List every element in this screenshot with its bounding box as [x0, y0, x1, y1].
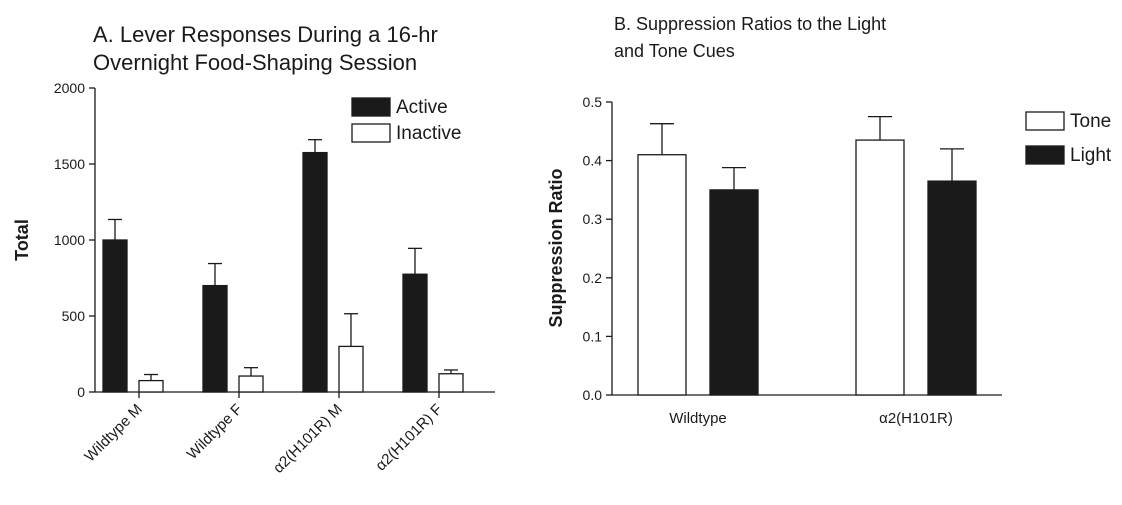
chart-a-title-line: A. Lever Responses During a 16-hr: [93, 22, 438, 47]
chart-a-y-tick-label: 0: [77, 384, 85, 400]
chart-a-bar: [438, 373, 464, 393]
chart-b-bar: [927, 180, 977, 396]
chart-a: A. Lever Responses During a 16-hr Overnig…: [12, 22, 495, 477]
chart-a-legend-swatch: [351, 97, 391, 117]
chart-a-y-tick-label: 1500: [54, 156, 85, 172]
chart-b-legend-swatch: [1025, 111, 1065, 131]
chart-b-title-line: B. Suppression Ratios to the Light: [614, 14, 886, 34]
chart-b-y-tick-label: 0.4: [583, 153, 603, 169]
chart-a-bar: [402, 273, 428, 393]
chart-a-category-label: Wildtype M: [81, 401, 145, 465]
chart-a-title-line: Overnight Food-Shaping Session: [93, 50, 417, 75]
chart-a-bar: [102, 239, 128, 393]
chart-a-bar: [202, 284, 228, 393]
chart-b-y-tick-label: 0.0: [583, 387, 603, 403]
chart-b-legend-label: Tone: [1070, 111, 1111, 132]
chart-b-y-tick-label: 0.5: [583, 94, 603, 110]
chart-a-bar: [238, 375, 264, 393]
chart-b-y-tick-label: 0.2: [583, 270, 603, 286]
chart-a-legend-label: Inactive: [396, 123, 461, 144]
chart-a-y-axis-label: Total: [12, 219, 32, 261]
chart-b-title-line: and Tone Cues: [614, 41, 735, 61]
chart-b-y-axis-label: Suppression Ratio: [546, 168, 566, 327]
chart-b-category-label: α2(H101R): [879, 410, 953, 427]
chart-b-bar: [709, 189, 759, 396]
chart-b-bar: [855, 139, 905, 396]
chart-a-bar: [302, 151, 328, 393]
chart-a-y-tick-label: 1000: [54, 232, 85, 248]
chart-b-legend-swatch: [1025, 145, 1065, 165]
chart-a-bar: [138, 379, 164, 393]
chart-a-bar: [338, 345, 364, 393]
chart-a-legend-label: Active: [396, 97, 448, 118]
chart-a-category-label: α2(H101R) M: [270, 401, 346, 477]
chart-b: B. Suppression Ratios to the Light and To…: [546, 14, 1112, 427]
chart-a-category-label: α2(H101R) F: [372, 401, 446, 475]
chart-a-y-tick-label: 2000: [54, 80, 85, 96]
chart-b-y-tick-label: 0.1: [583, 328, 603, 344]
chart-a-legend-swatch: [351, 123, 391, 143]
chart-b-category-label: Wildtype: [669, 410, 727, 427]
chart-a-y-tick-label: 500: [62, 308, 86, 324]
chart-b-y-tick-label: 0.3: [583, 211, 603, 227]
chart-b-legend-label: Light: [1070, 145, 1112, 166]
chart-a-category-label: Wildtype F: [184, 401, 246, 463]
chart-b-bar: [637, 154, 687, 396]
